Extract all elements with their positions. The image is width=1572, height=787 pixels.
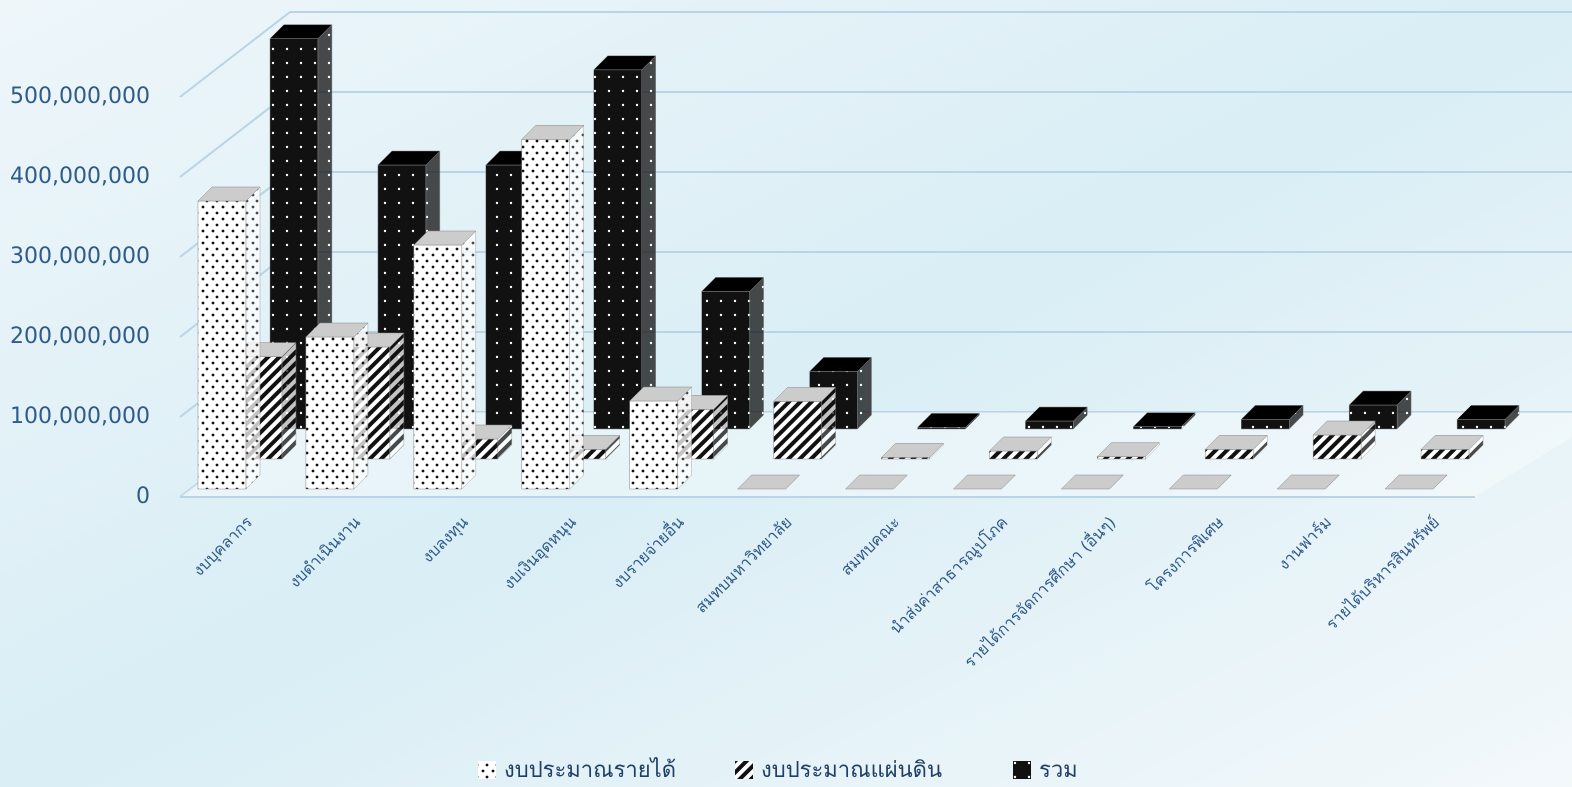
bar (1276, 474, 1340, 490)
y-tick-label: 400,000,000 (10, 164, 150, 189)
bar-top (880, 443, 945, 458)
bar-top (1024, 406, 1089, 422)
bar-top (916, 413, 981, 428)
bar-front (521, 139, 570, 490)
bar-top (1276, 474, 1340, 490)
y-tick-label: 100,000,000 (10, 404, 150, 429)
legend-label: งบประมาณแผ่นดิน (761, 758, 942, 783)
bar-top (413, 230, 477, 246)
bar (1132, 411, 1196, 430)
legend: งบประมาณรายได้ งบประมาณแผ่นดิน รวม (478, 757, 1078, 783)
bar (916, 412, 981, 430)
bar (1384, 474, 1448, 490)
bar-top (1348, 390, 1412, 406)
bar (952, 474, 1017, 490)
bar-front (1456, 419, 1506, 430)
bar (844, 474, 909, 490)
bar-top (988, 436, 1053, 452)
bar-top (844, 474, 909, 490)
bar (988, 436, 1053, 460)
bar-front (773, 401, 822, 460)
bar-front (1205, 449, 1254, 460)
bar-front (1312, 434, 1362, 460)
bar-top (1204, 435, 1268, 450)
bar (1204, 434, 1268, 460)
y-tick-label: 500,000,000 (10, 84, 150, 109)
bar (1096, 441, 1160, 460)
bar (593, 55, 657, 430)
legend-label: งบประมาณรายได้ (504, 757, 676, 783)
bar-side (749, 276, 764, 430)
bar-side (641, 55, 656, 430)
bar (880, 442, 945, 460)
legend-swatch (478, 761, 496, 779)
y-tick-label: 300,000,000 (10, 244, 150, 269)
bar (197, 186, 261, 490)
bar (1420, 434, 1484, 460)
bar-top (952, 474, 1017, 490)
bar (521, 124, 585, 490)
bar-side (389, 332, 405, 460)
bar-front (1097, 456, 1146, 460)
bar (413, 230, 477, 490)
bar-top (269, 24, 333, 39)
bar-side (353, 322, 369, 490)
bar (772, 386, 837, 460)
bar (1060, 474, 1124, 490)
bar-top (629, 386, 693, 402)
bar-top (1420, 435, 1484, 450)
bar-top (1168, 474, 1232, 490)
y-tick-label: 0 (136, 484, 150, 509)
bar-front (197, 200, 247, 490)
bar-top (1384, 474, 1448, 490)
bar-front (1241, 419, 1290, 430)
y-tick-label: 200,000,000 (10, 324, 150, 349)
bar (629, 386, 693, 490)
grid-line (179, 11, 1572, 98)
bar-top (593, 55, 657, 71)
bar (1456, 404, 1520, 430)
bar (1168, 474, 1232, 490)
bar-top (521, 125, 585, 140)
bar-top (701, 277, 765, 292)
bar-top (736, 474, 801, 490)
bar-side (569, 124, 584, 490)
bar-front (1133, 426, 1182, 430)
bar-top (305, 322, 369, 338)
bar-top (197, 186, 261, 202)
bar-side (677, 386, 692, 490)
bar-front (305, 336, 355, 490)
legend-label: รวม (1039, 758, 1078, 783)
bar-front (593, 69, 642, 430)
bar-top (1060, 474, 1124, 490)
bar (1024, 406, 1089, 430)
legend-swatch (1013, 761, 1031, 779)
bar (1312, 420, 1376, 460)
bar-side (281, 341, 297, 460)
bar-front (629, 400, 678, 490)
bar-top (1312, 420, 1376, 436)
bar-front (1420, 449, 1470, 460)
bar-front (1025, 420, 1074, 430)
bar-top (1096, 442, 1160, 457)
bar-top (1456, 405, 1520, 420)
bar-top (772, 387, 837, 402)
bar (1240, 404, 1304, 430)
bar-top (1132, 412, 1196, 427)
bar-side (245, 186, 261, 490)
bar-front (413, 244, 463, 490)
bar-front (989, 450, 1038, 460)
bar-top (377, 150, 441, 166)
legend-swatch (735, 761, 753, 779)
bar (736, 474, 801, 490)
bar (305, 322, 369, 490)
bar-top (1240, 405, 1304, 420)
bar-side (461, 230, 477, 490)
bar-top (808, 357, 873, 372)
